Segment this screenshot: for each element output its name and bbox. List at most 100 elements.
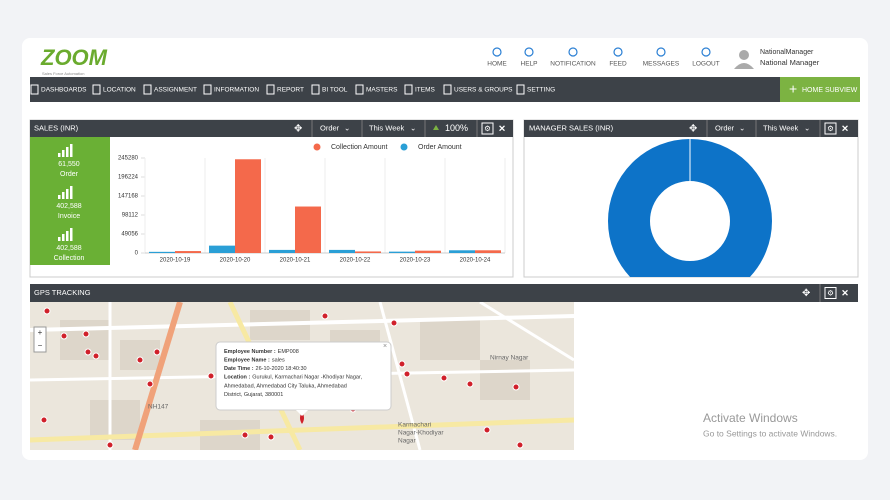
nav-icon[interactable] — [613, 47, 623, 57]
zoom-control[interactable] — [33, 326, 47, 353]
close-button[interactable]: ✕ — [841, 288, 849, 298]
filter-period[interactable]: This Week — [369, 123, 405, 132]
y-tick-label: 245280 — [118, 156, 139, 162]
menu-item[interactable]: INFORMATION — [214, 87, 259, 94]
map-marker[interactable] — [403, 370, 411, 378]
bar — [449, 250, 475, 253]
popup-value: Gurukul, Karmachari Nagar -Khodiyar Naga… — [252, 375, 362, 381]
map-label: Nirnay Nagar — [490, 355, 529, 362]
bar — [415, 250, 441, 253]
map-marker[interactable] — [207, 372, 215, 380]
popup-label: Date Time : — [224, 366, 254, 372]
x-tick-label: 2020-10-20 — [220, 258, 251, 264]
menu-icon — [516, 84, 525, 95]
stat-icon — [70, 144, 73, 157]
map-block — [90, 400, 140, 440]
close-button[interactable]: ✕ — [841, 123, 849, 133]
nav-label[interactable]: HOME — [487, 61, 507, 68]
home-subview[interactable] — [780, 77, 860, 102]
menu-icon — [143, 84, 152, 95]
map-marker[interactable] — [82, 330, 90, 338]
menu-item[interactable]: ASSIGNMENT — [154, 87, 197, 94]
nav-icon[interactable] — [492, 47, 502, 57]
map-marker[interactable] — [483, 426, 491, 434]
menu-item[interactable]: BI TOOL — [322, 87, 348, 94]
nav-label[interactable]: LOGOUT — [692, 61, 719, 68]
stats-sidebar — [30, 137, 110, 265]
highway — [132, 302, 183, 450]
map-marker[interactable] — [40, 416, 48, 424]
map-marker[interactable] — [84, 348, 92, 356]
nav-icon[interactable] — [656, 47, 666, 57]
map-marker[interactable] — [106, 441, 114, 449]
stat-icon — [58, 237, 61, 241]
map-marker[interactable] — [390, 319, 398, 327]
map-marker[interactable] — [466, 380, 474, 388]
legend-swatch[interactable] — [400, 143, 408, 151]
move-icon[interactable]: ✥ — [294, 124, 302, 135]
popup-close[interactable]: × — [383, 343, 387, 350]
map-marker[interactable] — [516, 441, 524, 449]
nav-label[interactable]: HELP — [521, 61, 538, 68]
legend-label[interactable]: Order Amount — [418, 144, 462, 151]
filter-period[interactable]: This Week — [763, 123, 799, 132]
menu-item[interactable]: ITEMS — [415, 87, 436, 94]
map-marker[interactable] — [241, 431, 249, 439]
map-marker[interactable] — [267, 433, 275, 441]
menu-item[interactable]: LOCATION — [103, 87, 136, 94]
bar — [209, 245, 235, 253]
map-marker[interactable] — [440, 374, 448, 382]
menu-item[interactable]: SETTING — [527, 87, 555, 94]
bar — [175, 251, 201, 253]
popup-row: Date Time :26-10-2020 18:40:30 — [224, 366, 307, 372]
popup-row: Employee Name : sales — [224, 358, 285, 364]
panel-header — [30, 120, 513, 137]
zoom-out[interactable]: − — [38, 341, 43, 350]
nav-icon[interactable] — [568, 47, 578, 57]
menu-item[interactable]: USERS & GROUPS — [454, 87, 513, 94]
menu-item[interactable]: REPORT — [277, 87, 304, 94]
zoom-in[interactable]: + — [38, 328, 43, 337]
move-icon[interactable]: ✥ — [802, 288, 810, 299]
settings-button[interactable] — [481, 122, 494, 135]
menu-item[interactable]: DASHBOARDS — [41, 87, 87, 94]
map-marker[interactable] — [153, 348, 161, 356]
stat-icon — [66, 147, 69, 157]
bar — [475, 250, 501, 253]
map-marker[interactable] — [136, 356, 144, 364]
map-marker[interactable] — [43, 307, 51, 315]
settings-button[interactable] — [824, 122, 837, 135]
user-name[interactable]: National Manager — [760, 58, 820, 67]
map-marker[interactable] — [92, 352, 100, 360]
home-subview-label[interactable]: HOME SUBVIEW — [802, 87, 858, 94]
move-icon[interactable]: ✥ — [689, 124, 697, 135]
nav-icon[interactable] — [701, 47, 711, 57]
nav-label[interactable]: NOTIFICATION — [550, 61, 596, 68]
menu-icon — [266, 84, 275, 95]
legend-swatch[interactable] — [313, 143, 321, 151]
menu-icon — [355, 84, 364, 95]
close-button[interactable]: ✕ — [498, 123, 506, 133]
legend-label[interactable]: Collection Amount — [331, 144, 387, 151]
nav-label[interactable]: MESSAGES — [643, 61, 680, 68]
map-marker[interactable] — [60, 332, 68, 340]
stat-icon — [62, 234, 65, 241]
nav-icon[interactable] — [524, 47, 534, 57]
popup-label: Location : — [224, 375, 250, 381]
map-block — [120, 340, 160, 370]
filter-type[interactable]: Order — [320, 123, 340, 132]
settings-button[interactable] — [824, 287, 837, 299]
nav-label[interactable]: FEED — [609, 61, 627, 68]
filter-type[interactable]: Order — [715, 123, 735, 132]
map-label: Nagar — [398, 438, 417, 445]
map-marker[interactable] — [512, 383, 520, 391]
map-marker[interactable] — [321, 312, 329, 320]
avatar[interactable] — [739, 50, 749, 60]
map-marker[interactable] — [398, 360, 406, 368]
avatar — [734, 63, 754, 69]
logo[interactable]: ZOOM — [40, 45, 108, 70]
map-marker[interactable] — [146, 380, 154, 388]
menu-icon — [92, 84, 101, 95]
watermark-title: Activate Windows — [703, 411, 798, 425]
menu-item[interactable]: MASTERS — [366, 87, 398, 94]
